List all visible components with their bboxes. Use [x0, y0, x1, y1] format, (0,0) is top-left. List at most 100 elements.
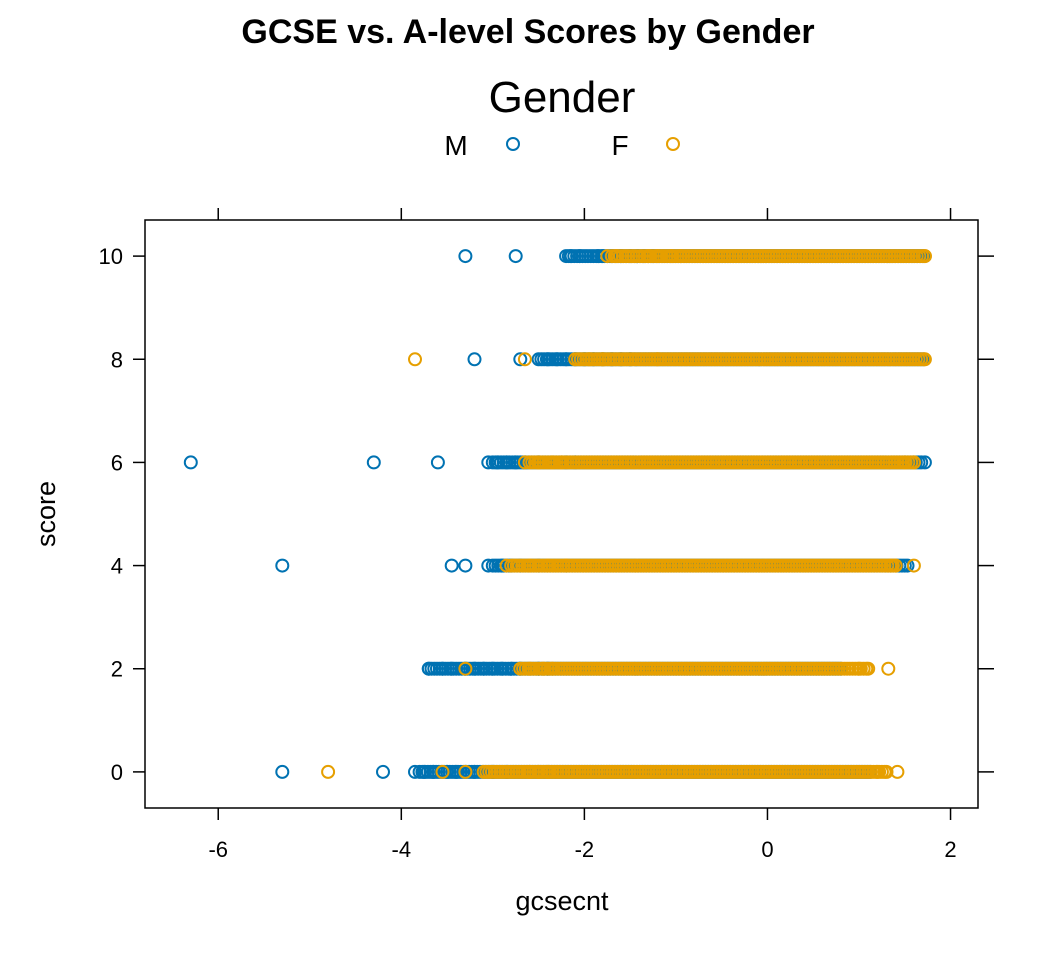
data-point — [522, 764, 537, 779]
plot-panel — [144, 219, 979, 809]
data-point — [458, 249, 473, 264]
data-point — [536, 661, 551, 676]
data-point — [467, 661, 482, 676]
data-point — [481, 455, 496, 470]
data-point — [641, 249, 656, 264]
data-points — [183, 249, 932, 779]
data-point — [852, 661, 866, 676]
data-point — [321, 764, 336, 779]
x-axis-label: gcsecnt — [515, 886, 609, 916]
data-point — [582, 352, 596, 367]
data-point — [513, 352, 528, 367]
x-tick-label: -2 — [575, 837, 595, 862]
chart-title: GCSE vs. A-level Scores by Gender — [241, 13, 814, 51]
y-axis-label: score — [31, 481, 61, 547]
data-point — [275, 558, 290, 573]
legend: Gender M F — [444, 73, 680, 161]
data-point — [879, 764, 894, 779]
data-point — [540, 764, 555, 779]
data-point — [435, 661, 450, 676]
legend-label-m: M — [444, 130, 467, 161]
x-tick-label: -4 — [392, 837, 412, 862]
data-point — [458, 558, 473, 573]
data-point — [545, 455, 560, 470]
x-tick-label: 2 — [944, 837, 956, 862]
data-point — [917, 249, 932, 264]
data-point — [870, 764, 885, 779]
series-f — [321, 249, 932, 779]
data-point — [458, 661, 473, 676]
y-tick-label: 0 — [111, 760, 123, 785]
data-point — [600, 249, 615, 264]
data-point — [572, 249, 587, 264]
legend-marker-f — [666, 137, 680, 151]
data-point — [559, 558, 574, 573]
data-point — [540, 558, 555, 573]
data-point — [595, 352, 610, 367]
data-point — [275, 764, 290, 779]
data-point — [890, 764, 905, 779]
data-point — [673, 249, 688, 264]
series-m — [183, 249, 932, 779]
legend-title: Gender — [489, 73, 636, 122]
data-point — [481, 558, 496, 573]
x-tick-label: 0 — [761, 837, 773, 862]
data-point — [366, 455, 381, 470]
data-point — [467, 352, 482, 367]
data-point — [435, 764, 450, 779]
data-point — [376, 764, 390, 779]
data-point — [508, 455, 523, 470]
data-point — [499, 455, 514, 470]
y-tick-label: 2 — [111, 657, 123, 682]
data-point — [609, 249, 624, 264]
data-point — [531, 764, 546, 779]
data-point — [563, 249, 578, 264]
data-point — [650, 249, 665, 264]
data-point — [531, 455, 546, 470]
data-point — [540, 352, 555, 367]
data-point — [458, 764, 473, 779]
data-point — [508, 249, 523, 264]
data-point — [517, 352, 532, 367]
data-point — [444, 558, 459, 573]
data-point — [861, 661, 876, 676]
data-point — [517, 455, 532, 470]
data-point — [554, 455, 569, 470]
legend-label-f: F — [611, 130, 628, 161]
data-point — [430, 455, 445, 470]
data-point — [476, 661, 491, 676]
data-point — [549, 352, 564, 367]
y-tick-label: 6 — [111, 450, 123, 475]
data-point — [664, 249, 679, 264]
data-point — [917, 352, 932, 367]
data-point — [408, 764, 422, 779]
y-tick-label: 4 — [111, 554, 123, 579]
data-point — [495, 661, 509, 676]
data-point — [449, 764, 464, 779]
data-point — [897, 455, 912, 470]
data-point — [499, 558, 514, 573]
data-point — [650, 352, 665, 367]
data-point — [906, 558, 921, 573]
data-point — [888, 558, 903, 573]
axes: -6 -4 -2 0 2 0 2 4 6 8 10 — [99, 208, 994, 862]
data-point — [881, 661, 896, 676]
data-point — [490, 455, 505, 470]
x-tick-label: -6 — [208, 837, 228, 862]
data-point — [884, 558, 898, 573]
data-point — [444, 661, 459, 676]
y-tick-label: 8 — [111, 347, 123, 372]
data-point — [545, 661, 560, 676]
data-point — [426, 764, 441, 779]
y-tick-label: 10 — [99, 244, 123, 269]
data-point — [906, 455, 921, 470]
data-point — [417, 764, 432, 779]
legend-marker-m — [506, 137, 520, 151]
data-point — [522, 558, 537, 573]
data-point — [440, 764, 455, 779]
data-point — [522, 661, 537, 676]
data-point — [183, 455, 198, 470]
data-point — [485, 661, 500, 676]
data-point — [408, 352, 422, 367]
